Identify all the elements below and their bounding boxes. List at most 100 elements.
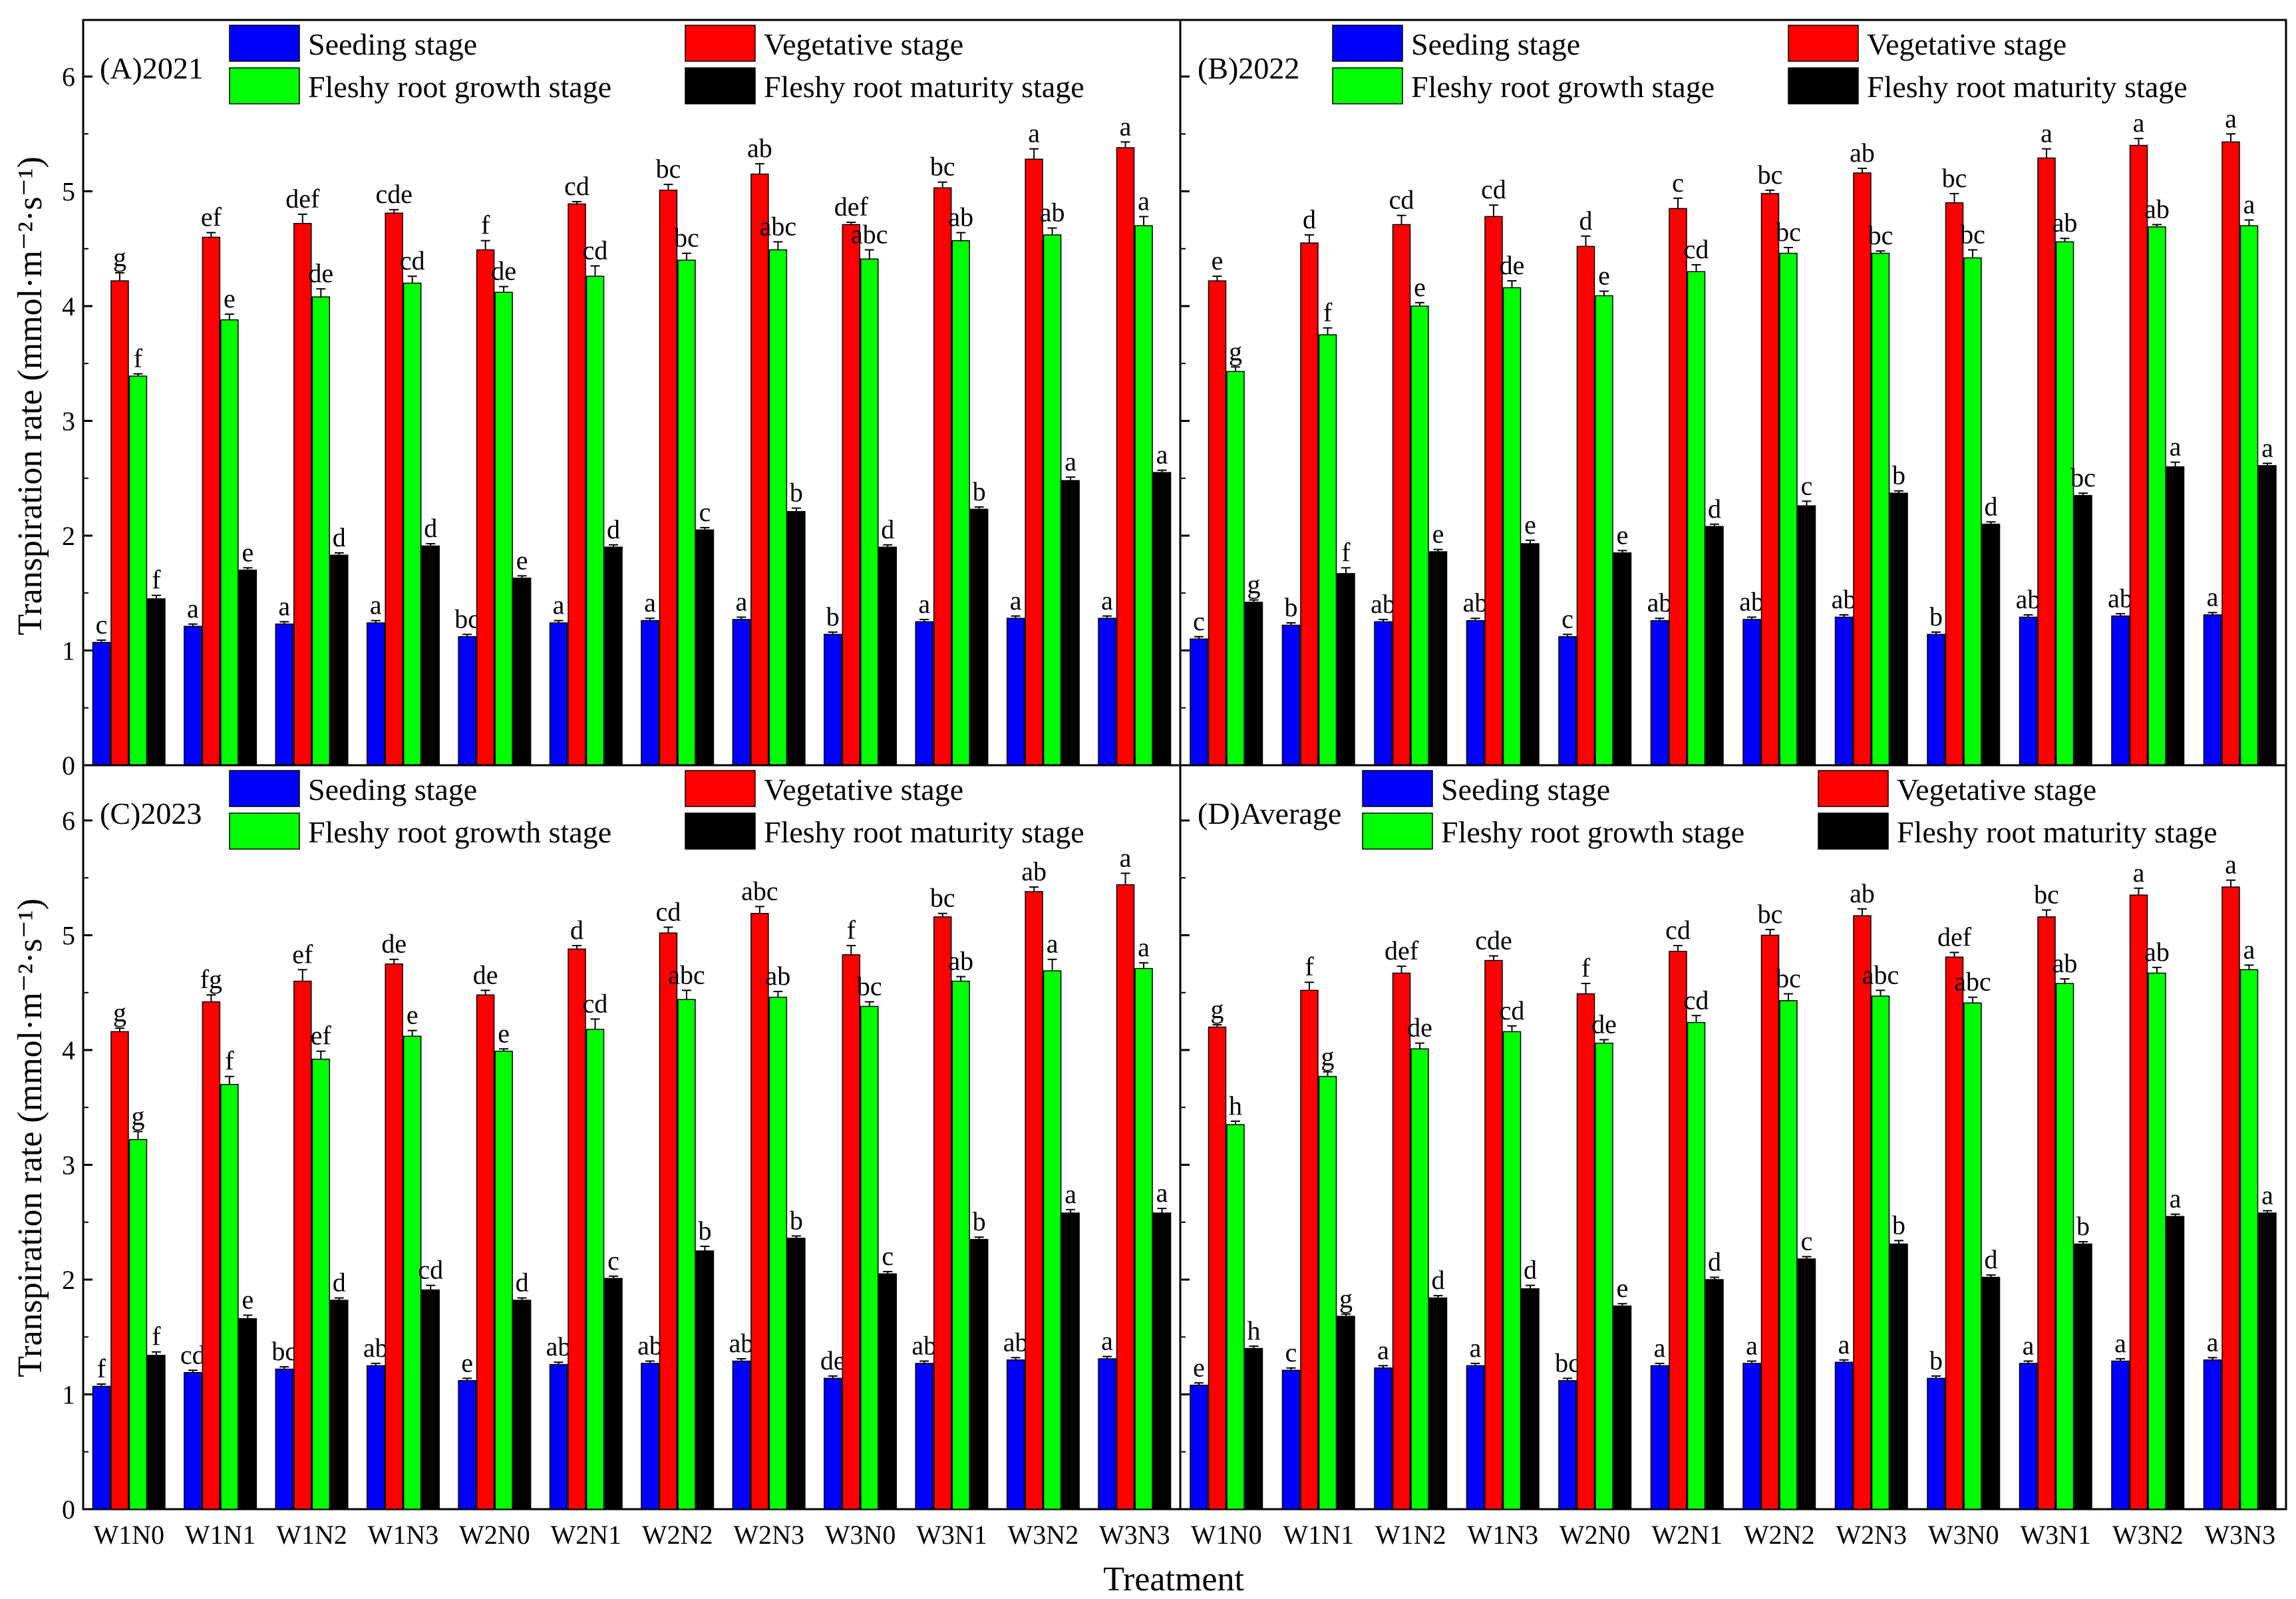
- panel-title: (C)2023: [100, 797, 202, 830]
- significance-letter: cd: [656, 896, 681, 926]
- significance-letter: cd: [583, 988, 608, 1018]
- significance-letter: e: [498, 1018, 510, 1048]
- bar-fleshy-root-maturity-stage-w3n0: [878, 546, 898, 766]
- significance-letter: a: [1746, 1330, 1758, 1360]
- bar-vegetative-stage-w3n2: [1025, 891, 1043, 1510]
- bar-vegetative-stage-w3n3: [1116, 884, 1135, 1510]
- bar-vegetative-stage-w1n0: [1208, 1026, 1227, 1510]
- x-tick-label: W2N0: [459, 1520, 530, 1550]
- significance-letter: e: [224, 283, 236, 313]
- bar-fleshy-root-maturity-stage-w3n2: [1061, 480, 1080, 766]
- significance-letter: a: [1028, 118, 1040, 148]
- significance-letter: e: [1598, 261, 1610, 291]
- y-tick-label: 6: [62, 806, 75, 836]
- bar-vegetative-stage-w1n0: [110, 1031, 129, 1510]
- significance-letter: bc: [656, 154, 681, 184]
- significance-letter: de: [1407, 1013, 1432, 1043]
- significance-letter: de: [381, 929, 407, 959]
- bar-fleshy-root-growth-stage-w1n1: [220, 319, 239, 766]
- bar-seeding-stage-w3n1: [2019, 616, 2038, 766]
- significance-letter: f: [152, 565, 161, 595]
- bar-fleshy-root-growth-stage-w3n3: [1134, 225, 1153, 766]
- significance-letter: c: [1801, 470, 1813, 500]
- bar-fleshy-root-growth-stage-w3n1: [951, 240, 970, 766]
- bar-fleshy-root-maturity-stage-w1n2: [330, 1300, 349, 1510]
- bar-seeding-stage-w1n1: [1281, 624, 1301, 766]
- y-tick-label: 0: [62, 751, 75, 781]
- significance-letter: ab: [2144, 194, 2170, 224]
- significance-letter: f: [1341, 537, 1351, 567]
- significance-letter: b: [1285, 592, 1298, 622]
- significance-letter: a: [2133, 108, 2145, 138]
- bar-fleshy-root-growth-stage-w1n1: [220, 1084, 239, 1510]
- bar-vegetative-stage-w1n0: [110, 280, 129, 766]
- legend-swatch: [1788, 67, 1859, 104]
- legend-swatch: [1332, 67, 1403, 104]
- bar-vegetative-stage-w1n1: [1300, 242, 1319, 766]
- significance-letter: b: [1892, 460, 1905, 490]
- significance-letter: ef: [292, 939, 313, 969]
- significance-letter: a: [2225, 850, 2237, 880]
- significance-letter: bc: [1942, 163, 1967, 193]
- significance-letter: a: [2243, 190, 2255, 220]
- x-tick-label: W3N2: [1008, 1520, 1079, 1550]
- significance-letter: g: [131, 1101, 144, 1131]
- significance-letter: ab: [747, 133, 772, 163]
- significance-letter: ab: [2144, 937, 2170, 967]
- bar-seeding-stage-w3n2: [1006, 618, 1025, 766]
- significance-letter: f: [97, 1353, 106, 1383]
- significance-letter: bc: [2070, 462, 2096, 492]
- significance-letter: abc: [1862, 960, 1899, 989]
- legend-swatch: [1818, 770, 1889, 807]
- significance-letter: b: [973, 1206, 986, 1236]
- legend-label: Vegetative stage: [1897, 773, 2096, 806]
- bar-seeding-stage-w1n1: [184, 1371, 202, 1510]
- bar-seeding-stage-w1n3: [366, 622, 385, 766]
- significance-letter: b: [1929, 1345, 1943, 1375]
- bar-fleshy-root-maturity-stage-w2n0: [1613, 552, 1632, 766]
- bar-fleshy-root-maturity-stage-w1n1: [1337, 1316, 1355, 1510]
- significance-letter: f: [1305, 952, 1314, 981]
- legend-label: Seeding stage: [1411, 27, 1580, 61]
- y-tick-label: 2: [62, 521, 75, 551]
- significance-letter: ab: [1040, 198, 1065, 228]
- significance-letter: de: [308, 258, 333, 288]
- bar-seeding-stage-w2n2: [1742, 619, 1761, 766]
- significance-letter: ab: [765, 961, 790, 991]
- bar-fleshy-root-growth-stage-w2n1: [585, 275, 605, 766]
- bar-seeding-stage-w3n3: [1098, 1358, 1116, 1510]
- bar-fleshy-root-growth-stage-w3n0: [860, 258, 879, 766]
- significance-letter: a: [1101, 586, 1113, 616]
- significance-letter: cd: [1684, 234, 1709, 264]
- significance-letter: a: [735, 586, 747, 616]
- bar-fleshy-root-growth-stage-w2n0: [1595, 295, 1613, 766]
- significance-letter: a: [2133, 858, 2145, 888]
- significance-letter: a: [1654, 1333, 1666, 1363]
- legend-swatch: [1818, 812, 1889, 850]
- significance-letter: c: [96, 610, 108, 639]
- significance-letter: b: [790, 1205, 803, 1235]
- significance-letter: bc: [930, 152, 955, 182]
- bar-fleshy-root-growth-stage-w3n1: [951, 980, 970, 1510]
- bar-vegetative-stage-w2n3: [750, 912, 769, 1510]
- significance-letter: a: [553, 590, 565, 620]
- significance-letter: a: [2207, 582, 2219, 612]
- y-tick-label: 0: [62, 1495, 75, 1524]
- legend-label: Fleshy root growth stage: [1411, 70, 1715, 104]
- significance-letter: g: [1339, 1284, 1353, 1314]
- significance-letter: a: [918, 589, 930, 619]
- bar-fleshy-root-growth-stage-w2n0: [494, 1050, 513, 1510]
- legend-swatch: [1362, 770, 1433, 807]
- significance-letter: a: [2023, 1330, 2035, 1360]
- significance-letter: c: [882, 1241, 894, 1271]
- bar-vegetative-stage-w3n0: [1945, 956, 1964, 1510]
- bar-fleshy-root-growth-stage-w3n2: [1043, 234, 1062, 766]
- significance-letter: cd: [180, 1339, 206, 1369]
- bar-fleshy-root-growth-stage-w2n0: [494, 291, 513, 766]
- legend-label: Seeding stage: [308, 27, 477, 61]
- significance-letter: a: [2041, 118, 2052, 148]
- bar-seeding-stage-w3n3: [2203, 1359, 2222, 1510]
- significance-letter: a: [1065, 446, 1076, 476]
- significance-letter: a: [1138, 932, 1150, 962]
- bar-vegetative-stage-w3n1: [933, 916, 952, 1510]
